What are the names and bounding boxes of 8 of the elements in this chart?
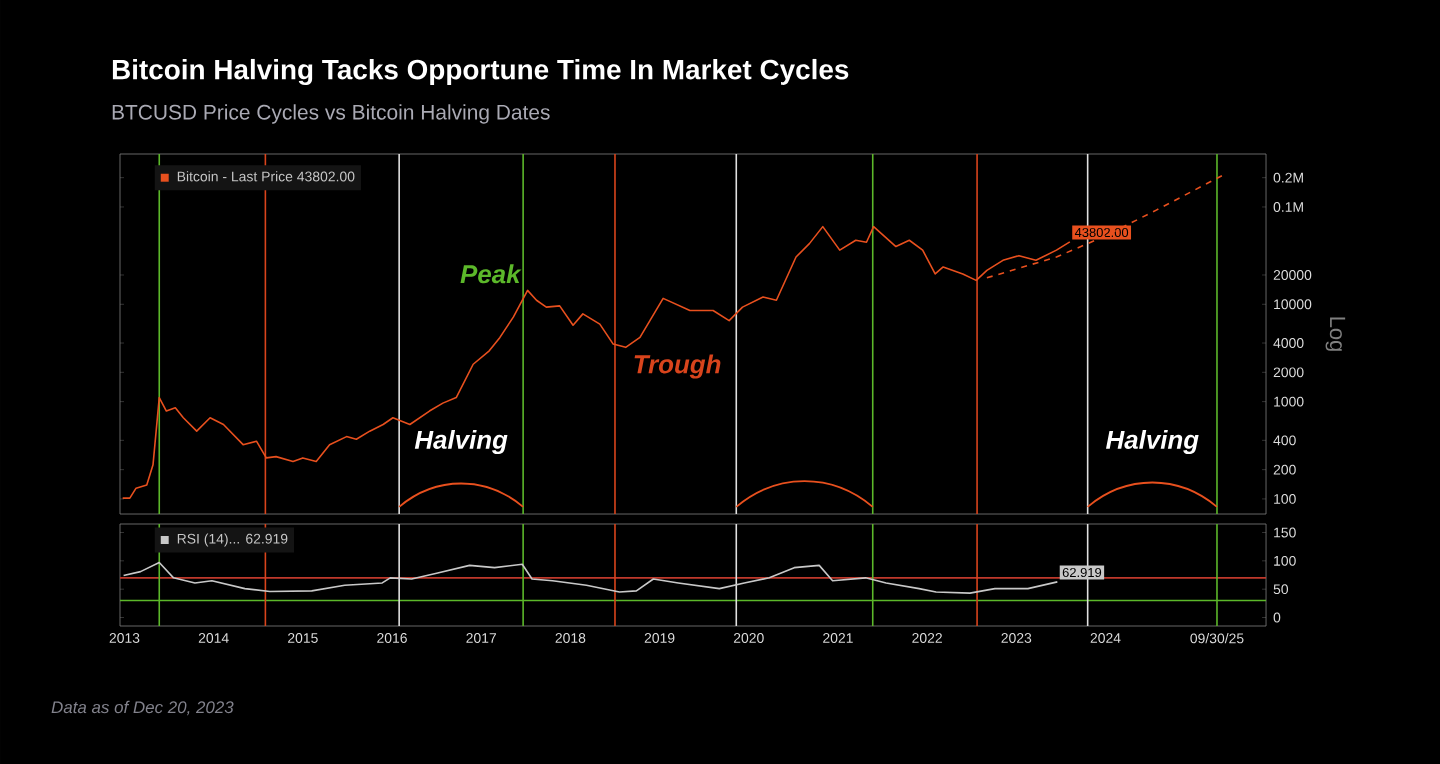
chart-subtitle: BTCUSD Price Cycles vs Bitcoin Halving Dates	[112, 104, 550, 124]
y-axis-title: Log	[1325, 317, 1346, 351]
annotation: Trough	[634, 354, 721, 379]
annotation: Halving	[1106, 429, 1199, 455]
text: Data as of Dec 20, 2023	[51, 700, 234, 716]
annotation: Halving	[414, 429, 508, 455]
chart-title: Bitcoin Halving Tacks Opportune Time In Market Cycles	[112, 58, 849, 86]
annotation: Peak	[460, 264, 522, 284]
